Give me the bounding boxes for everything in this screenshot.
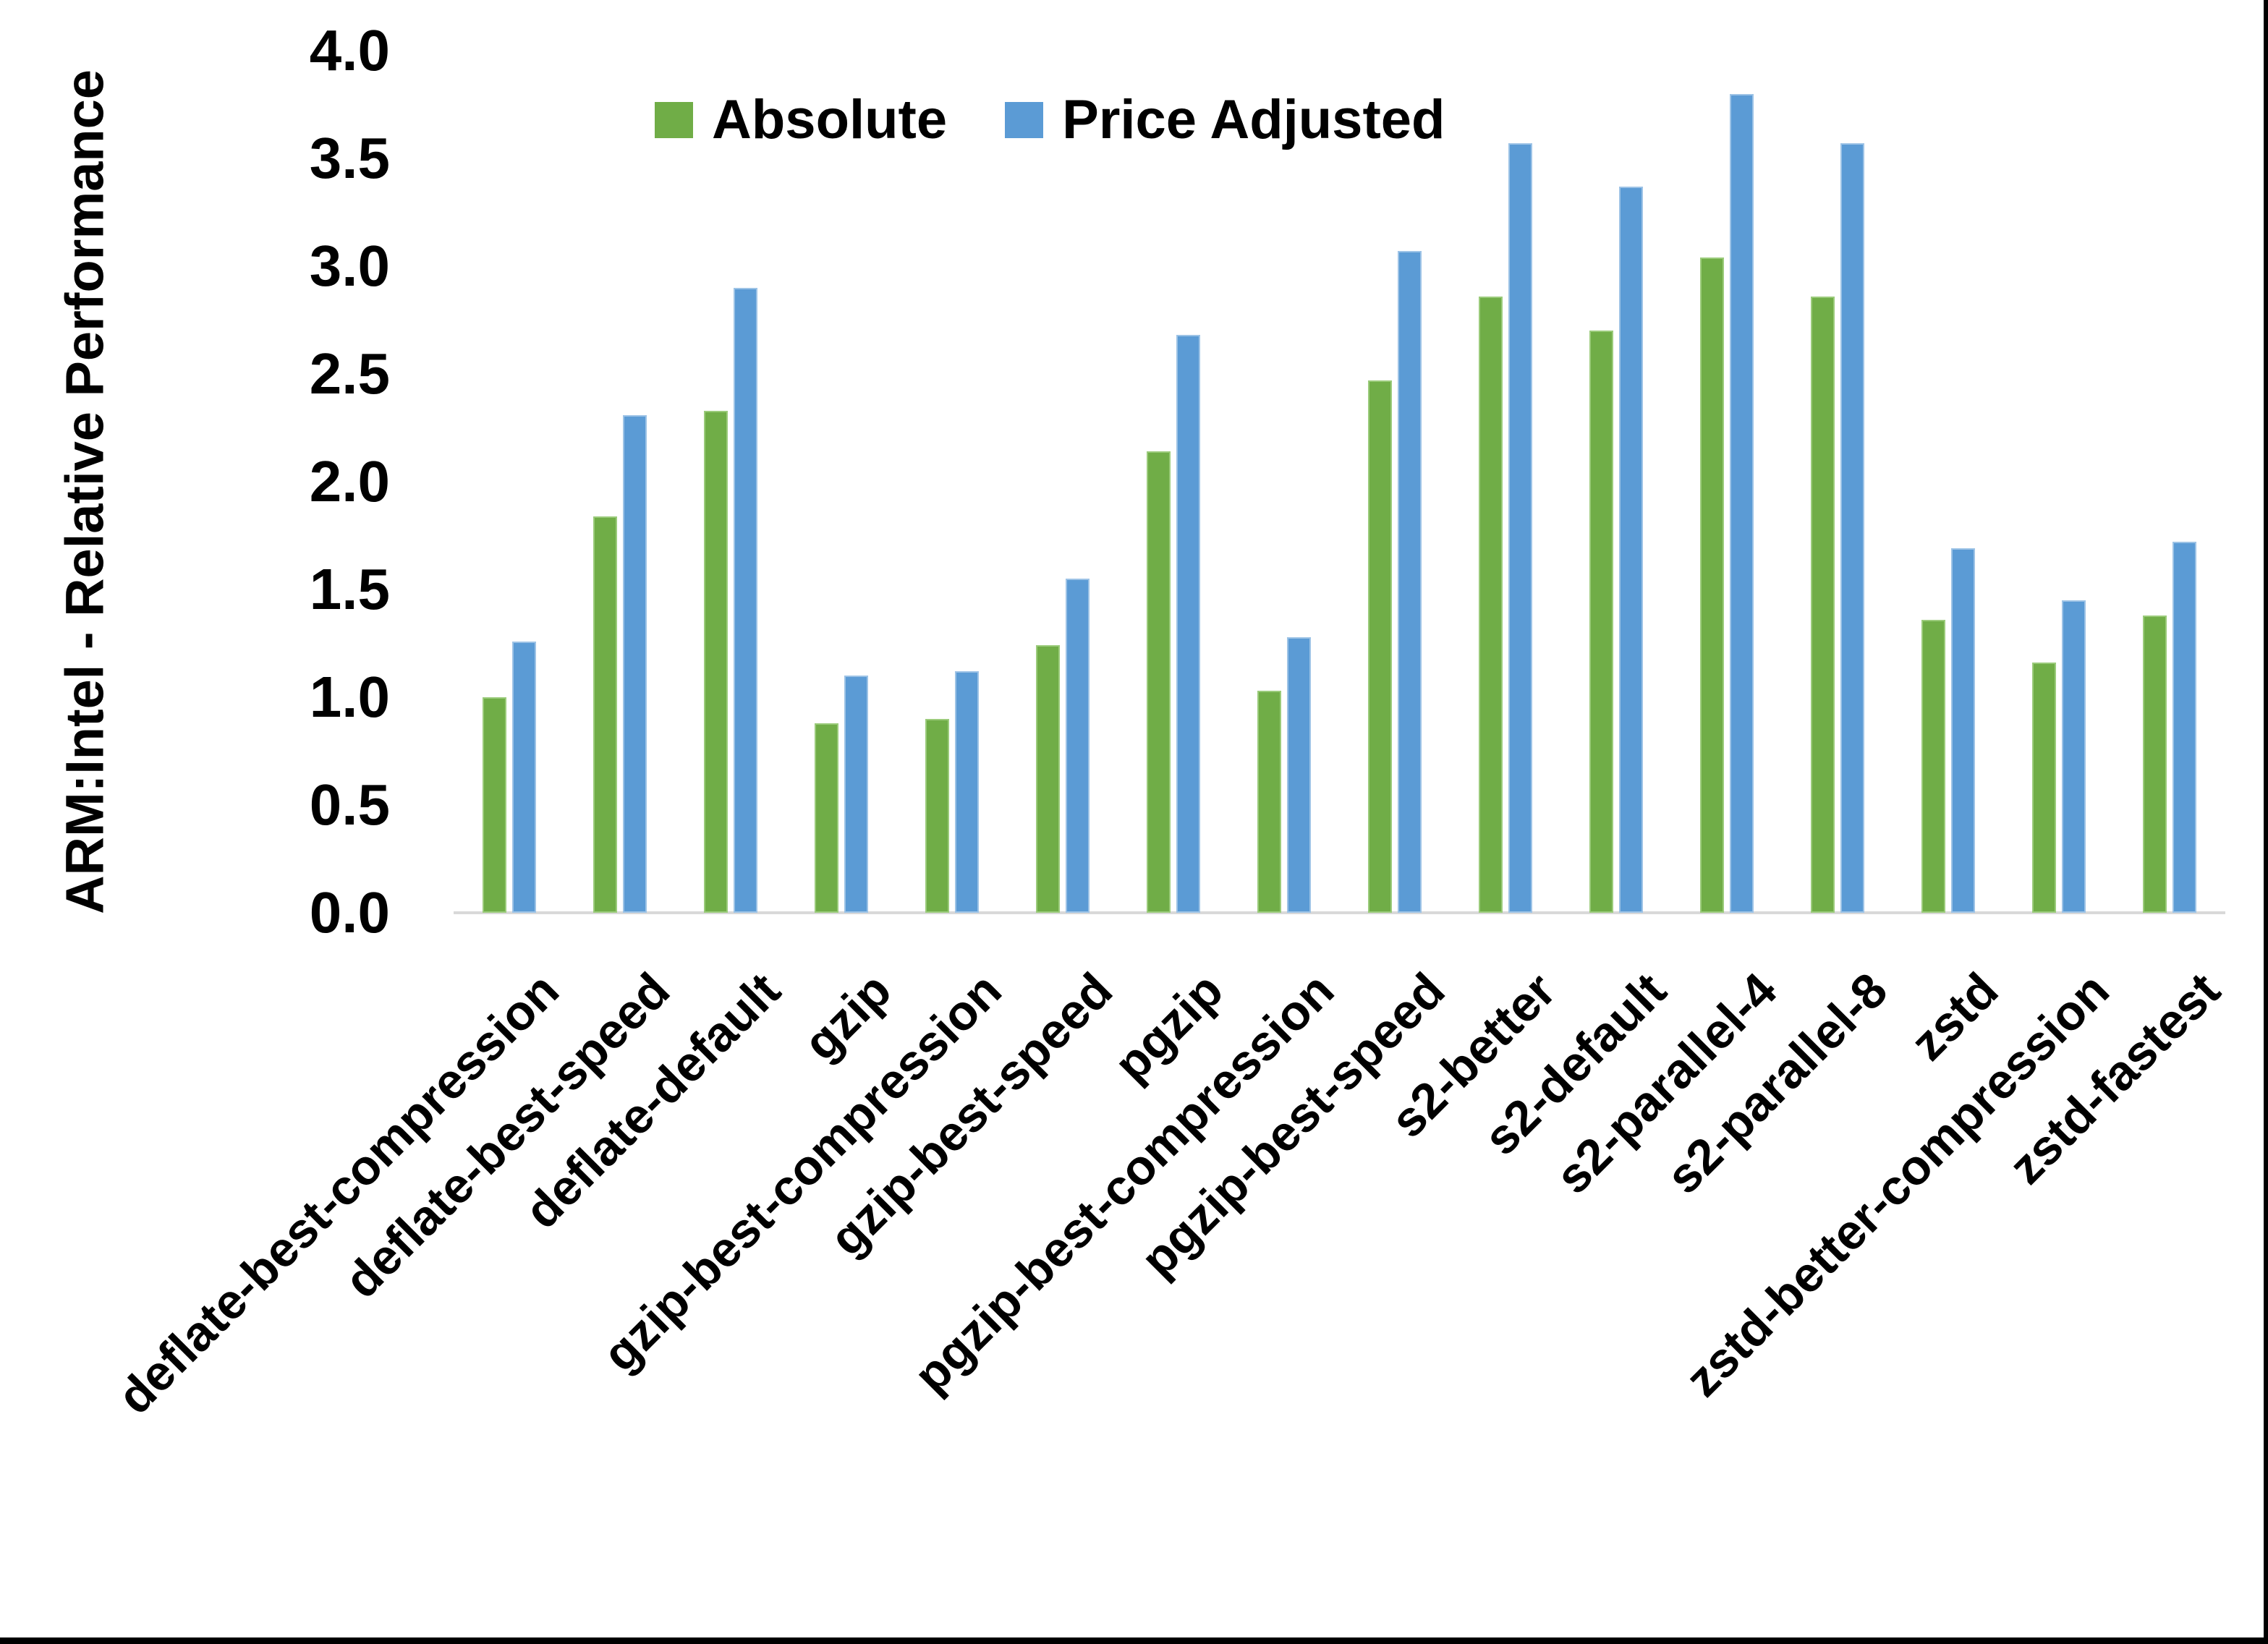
legend-label-price-adjusted: Price Adjusted — [1062, 89, 1445, 150]
legend: Absolute Price Adjusted — [655, 88, 1445, 151]
bar-price-adjusted-zstd-fastest — [2173, 542, 2196, 913]
bar-absolute-gzip-best-speed — [1036, 645, 1060, 913]
bar-absolute-zstd — [1921, 620, 1945, 913]
bar-price-adjusted-s2-default — [1619, 187, 1643, 913]
y-axis-tick-label: 1.5 — [309, 557, 390, 621]
bar-absolute-zstd-better-compression — [2032, 663, 2056, 913]
bar-absolute-gzip — [815, 723, 838, 913]
bar-price-adjusted-s2-parallel-4 — [1730, 94, 1754, 913]
x-axis-line — [454, 911, 2225, 914]
bar-absolute-deflate-best-compression — [483, 697, 506, 913]
bar-price-adjusted-s2-parallel-8 — [1840, 143, 1864, 913]
bar-absolute-zstd-fastest — [2143, 616, 2167, 913]
bar-absolute-pgzip-best-speed — [1368, 380, 1392, 913]
y-axis-tick-label: 0.0 — [309, 880, 390, 945]
bar-price-adjusted-gzip-best-compression — [955, 671, 979, 913]
bar-absolute-pgzip-best-compression — [1257, 691, 1281, 913]
bar-price-adjusted-pgzip — [1176, 335, 1200, 913]
y-axis-tick-label: 4.0 — [309, 18, 390, 82]
bar-price-adjusted-zstd-better-compression — [2062, 600, 2086, 913]
bar-price-adjusted-deflate-best-speed — [623, 415, 647, 913]
bar-absolute-pgzip — [1147, 451, 1171, 913]
legend-label-absolute: Absolute — [712, 89, 948, 150]
bar-price-adjusted-pgzip-best-speed — [1398, 251, 1422, 913]
legend-swatch-price-adjusted-icon — [1005, 101, 1044, 138]
bar-absolute-deflate-default — [704, 411, 728, 913]
bar-price-adjusted-s2-better — [1508, 143, 1532, 913]
x-axis-label: deflate-best-compression — [107, 962, 569, 1425]
legend-item-absolute: Absolute — [655, 88, 947, 151]
y-axis-tick-label: 3.0 — [309, 234, 390, 298]
y-axis-tick-label: 2.5 — [309, 341, 390, 406]
bar-absolute-s2-parallel-8 — [1811, 297, 1835, 913]
bar-absolute-s2-parallel-4 — [1700, 257, 1724, 913]
bar-price-adjusted-pgzip-best-compression — [1287, 637, 1311, 913]
bar-price-adjusted-deflate-default — [734, 288, 757, 913]
legend-swatch-absolute-icon — [655, 101, 693, 138]
bar-absolute-gzip-best-compression — [925, 719, 949, 913]
bar-absolute-s2-better — [1479, 297, 1503, 913]
y-axis-tick-label: 0.5 — [309, 772, 390, 837]
legend-item-price-adjusted: Price Adjusted — [1005, 88, 1445, 151]
bar-price-adjusted-zstd — [1951, 548, 1975, 913]
bar-price-adjusted-gzip-best-speed — [1066, 579, 1090, 913]
y-axis-tick-label: 2.0 — [309, 449, 390, 514]
bar-absolute-deflate-best-speed — [593, 516, 617, 913]
bar-absolute-s2-default — [1589, 331, 1613, 913]
y-axis-tick-label: 3.5 — [309, 126, 390, 190]
y-axis-tick-label: 1.0 — [309, 665, 390, 729]
bar-price-adjusted-gzip — [844, 676, 868, 913]
bar-price-adjusted-deflate-best-compression — [512, 642, 536, 913]
